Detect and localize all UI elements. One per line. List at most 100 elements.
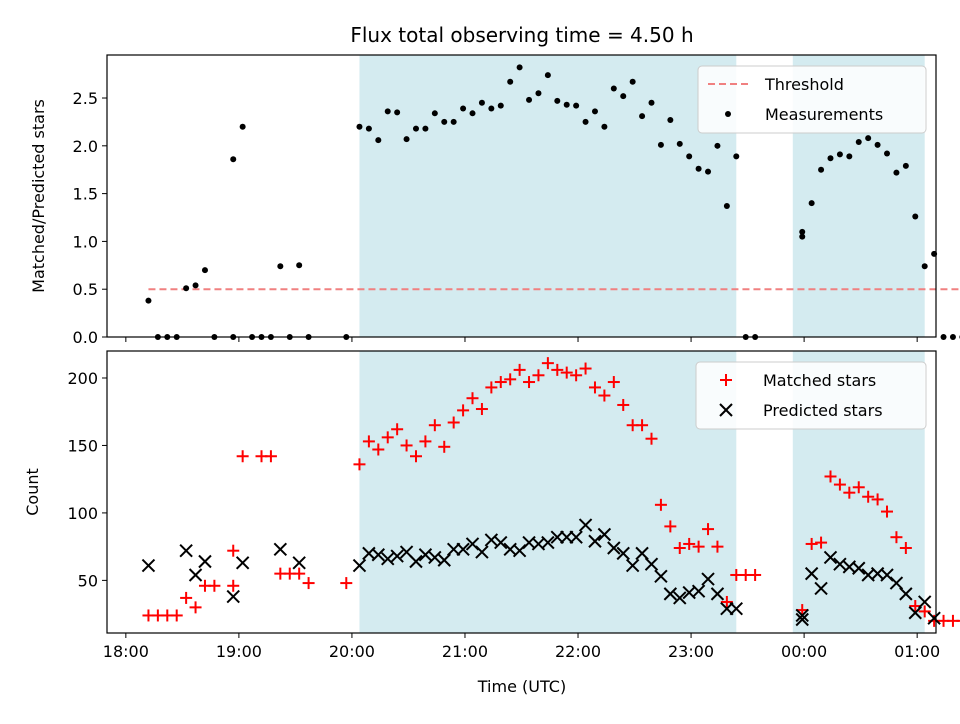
measurement-point	[384, 108, 391, 115]
matched-star-point	[466, 392, 479, 405]
matched-star-point	[664, 520, 677, 533]
measurement-point	[648, 99, 655, 106]
y-tick-label: 1.5	[73, 185, 98, 204]
measurement-point	[818, 166, 825, 173]
matched-star-point	[607, 376, 620, 389]
measurement-point	[277, 263, 284, 270]
matched-star-point	[523, 376, 536, 389]
predicted-star-point	[550, 530, 565, 544]
predicted-star-point	[235, 556, 250, 570]
predicted-star-point	[635, 546, 649, 561]
measurement-point	[239, 123, 246, 130]
matched-star-point	[504, 373, 517, 386]
measurement-point	[893, 169, 900, 176]
top-ylabel: Matched/Predicted stars	[29, 99, 48, 293]
matched-star-point	[362, 435, 375, 448]
matched-star-point	[541, 357, 554, 370]
measurement-point	[808, 200, 815, 207]
matched-star-point	[428, 419, 441, 432]
measurement-point	[516, 64, 523, 71]
measurement-point	[460, 105, 467, 112]
legend-threshold-label: Threshold	[764, 75, 844, 94]
y-tick-label: 0.0	[73, 328, 98, 347]
predicted-star-point	[795, 612, 809, 627]
predicted-star-point	[569, 530, 583, 544]
predicted-star-point	[446, 542, 461, 557]
predicted-star-point	[578, 518, 593, 532]
measurement-point	[403, 136, 410, 143]
measurement-point	[573, 102, 580, 109]
matched-star-point	[805, 537, 818, 550]
top-legend: Threshold Measurements	[697, 65, 927, 134]
predicted-star-point	[616, 546, 630, 561]
predicted-star-point	[899, 587, 913, 601]
predicted-star-point	[908, 606, 922, 620]
matched-star-point	[899, 541, 912, 554]
predicted-star-point	[456, 542, 470, 557]
y-tick-label: 2.0	[73, 137, 98, 156]
x-tick-label: 19:00	[216, 642, 262, 661]
matched-star-point	[824, 470, 837, 483]
measurement-point	[478, 99, 485, 106]
predicted-star-point	[560, 530, 574, 544]
matched-star-point	[852, 481, 865, 494]
matched-star-point	[494, 376, 507, 389]
predicted-star-point	[833, 557, 847, 571]
measurement-point	[412, 125, 419, 132]
top-plot-frame	[106, 54, 937, 338]
predicted-star-point	[814, 581, 828, 596]
shaded-interval	[359, 55, 737, 337]
predicted-star-point	[188, 568, 203, 582]
predicted-star-point	[292, 556, 306, 570]
measurement-point	[535, 90, 542, 97]
matched-star-point	[227, 544, 240, 557]
legend-measurements-label: Measurements	[765, 105, 883, 124]
predicted-star-point	[371, 548, 386, 562]
predicted-star-point	[597, 527, 612, 542]
bottom-panel: 18:00 19:00 20:00 21:00 22:00 23:00 00:00 01:00…	[23, 350, 960, 661]
measurement-point	[639, 113, 646, 120]
matched-star-point	[702, 523, 715, 536]
predicted-star-point	[804, 566, 819, 581]
measurement-point	[695, 165, 702, 172]
matched-star-point	[475, 403, 488, 416]
matched-star-point	[579, 362, 592, 375]
matched-star-point	[749, 568, 762, 581]
bottom-legend: Matched stars Predicted stars	[695, 361, 927, 430]
matched-star-point	[381, 431, 394, 444]
matched-star-point	[711, 540, 724, 553]
measurement-point	[902, 162, 909, 169]
measurement-point	[601, 123, 608, 130]
measurement-point	[507, 78, 514, 85]
predicted-star-point	[701, 572, 715, 586]
measurement-point	[874, 141, 881, 148]
predicted-star-point	[588, 534, 602, 548]
measurement-point	[799, 228, 806, 235]
matched-star-point	[208, 579, 221, 592]
measurement-point	[544, 72, 551, 79]
predicted-star-point	[673, 591, 687, 605]
matched-star-point	[227, 579, 240, 592]
matched-star-point	[588, 381, 601, 394]
matched-star-point	[918, 605, 931, 618]
measurement-point	[145, 297, 152, 304]
measurement-point	[865, 135, 872, 142]
bottom-ylabel: Count	[23, 468, 42, 516]
measurement-point	[629, 78, 636, 85]
matched-star-point	[815, 536, 828, 549]
predicted-star-point	[625, 558, 640, 573]
measurement-point	[469, 110, 476, 117]
predicted-star-point	[710, 587, 725, 601]
measurement-point	[846, 153, 853, 160]
legend-predicted-label: Predicted stars	[763, 401, 883, 420]
matched-star-point	[890, 531, 903, 544]
matched-star-point	[189, 601, 202, 614]
matched-star-point	[833, 478, 846, 491]
matched-star-point	[560, 366, 573, 379]
x-tick-label: 21:00	[442, 642, 488, 661]
legend-measurements-swatch	[725, 111, 731, 117]
x-tick-label: 00:00	[781, 642, 827, 661]
matched-star-point	[720, 595, 733, 608]
measurement-point	[497, 102, 504, 109]
matched-star-point	[438, 440, 451, 453]
